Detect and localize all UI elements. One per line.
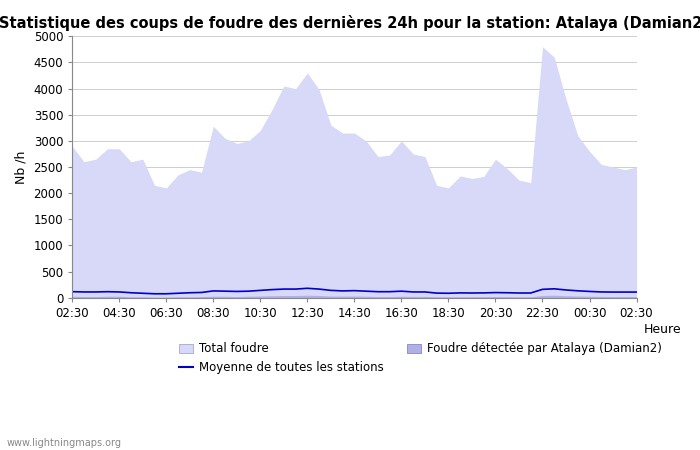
Text: www.lightningmaps.org: www.lightningmaps.org [7,438,122,448]
Y-axis label: Nb /h: Nb /h [15,150,28,184]
Title: Statistique des coups de foudre des dernières 24h pour la station: Atalaya (Dami: Statistique des coups de foudre des dern… [0,15,700,31]
Legend: Total foudre, Moyenne de toutes les stations, Foudre détectée par Atalaya (Damia: Total foudre, Moyenne de toutes les stat… [174,338,667,379]
Text: Heure: Heure [643,323,681,336]
